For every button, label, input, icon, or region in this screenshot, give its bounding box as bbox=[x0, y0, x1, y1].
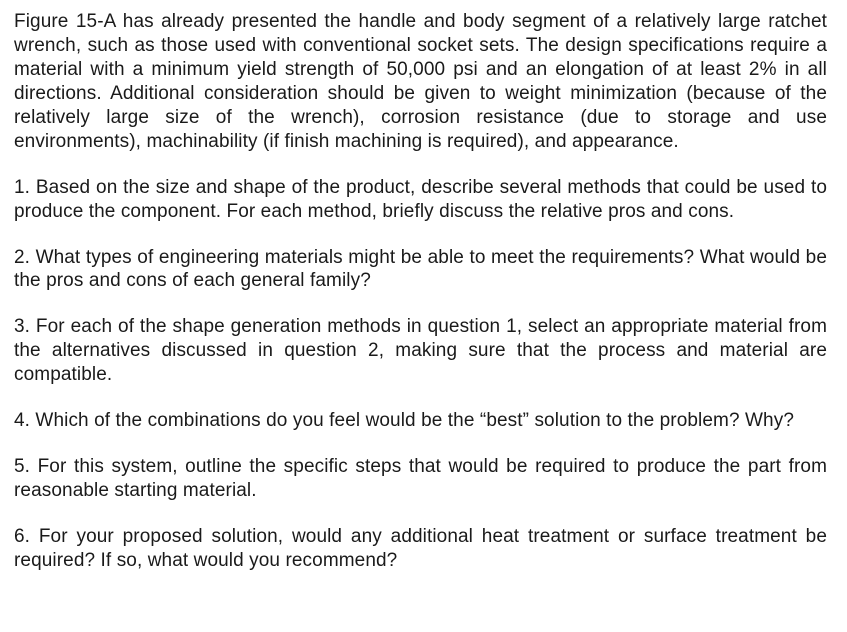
document-page: Figure 15-A has already presented the ha… bbox=[0, 0, 847, 632]
question-2: 2. What types of engineering materials m… bbox=[14, 246, 827, 294]
question-1: 1. Based on the size and shape of the pr… bbox=[14, 176, 827, 224]
question-6: 6. For your proposed solution, would any… bbox=[14, 525, 827, 573]
intro-paragraph: Figure 15-A has already presented the ha… bbox=[14, 10, 827, 154]
question-4: 4. Which of the combinations do you feel… bbox=[14, 409, 827, 433]
question-3: 3. For each of the shape generation meth… bbox=[14, 315, 827, 387]
question-5: 5. For this system, outline the specific… bbox=[14, 455, 827, 503]
